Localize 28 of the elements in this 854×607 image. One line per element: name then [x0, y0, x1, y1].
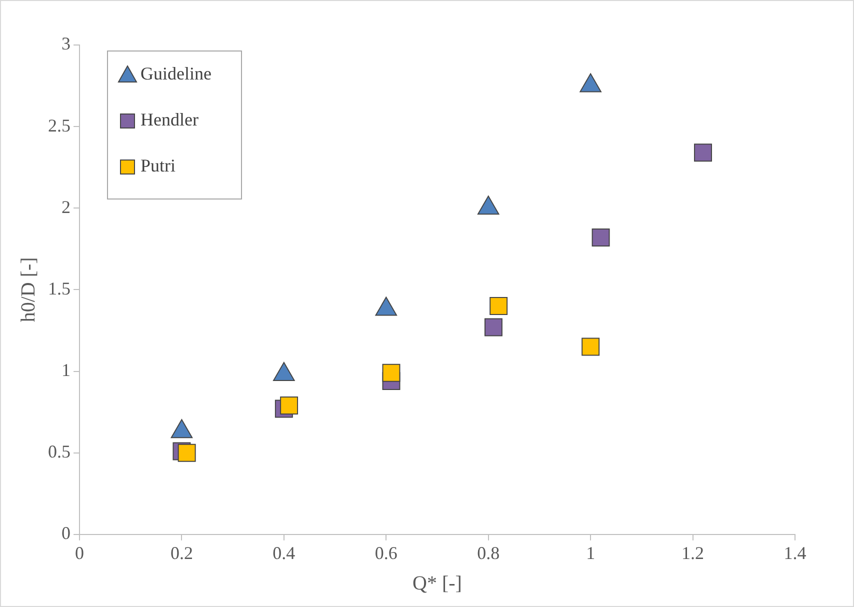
point: [178, 444, 196, 462]
x-axis-title: Q* [-]: [412, 572, 462, 594]
y-tick-label: 2.5: [48, 115, 70, 136]
x-tick-label: 1.4: [784, 542, 806, 563]
legend-label: Putri: [140, 156, 176, 176]
x-tick-label: 0: [75, 542, 84, 563]
y-tick-label: 0: [62, 523, 70, 544]
y-tick-label: 2: [62, 196, 70, 217]
y-tick-label: 0.5: [48, 442, 70, 462]
point: [694, 144, 712, 162]
y-tick-label: 1.5: [48, 278, 70, 298]
point: [280, 396, 298, 415]
x-tick-label: 0.2: [170, 542, 193, 563]
x-tick-label: 0.4: [272, 542, 296, 563]
x-tick-label: 0.6: [374, 542, 398, 563]
point: [490, 297, 508, 315]
x-tick-label: 1.2: [682, 542, 704, 563]
y-tick-label: 3: [62, 34, 70, 54]
y-axis-title: h0/D [-]: [17, 257, 40, 322]
legend-label: Hendler: [140, 110, 198, 130]
x-tick-label: 1: [586, 542, 596, 563]
y-tick-label: 1: [62, 360, 70, 380]
point: [382, 364, 400, 382]
point: [582, 338, 600, 356]
x-tick-label: 0.8: [477, 542, 500, 563]
point: [484, 318, 502, 336]
point: [592, 228, 610, 246]
legend-label: Guideline: [140, 64, 212, 84]
